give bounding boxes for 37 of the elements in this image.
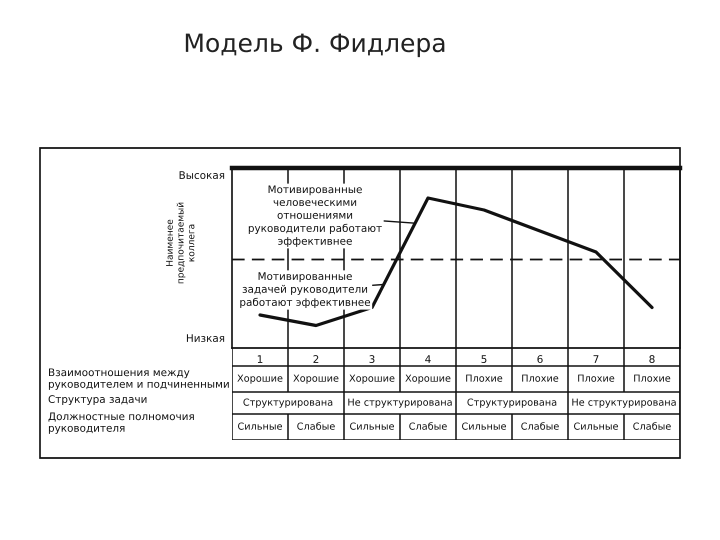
- text: Слабые: [409, 422, 447, 430]
- text: Не структурирована: [572, 398, 676, 408]
- chart-title: Модель Ф. Фидлера: [186, 34, 444, 58]
- text: Взаимоотношения между руководителем и подчиненными: [48, 368, 229, 390]
- text: Плохие: [522, 374, 558, 382]
- x-tick-label: 2: [313, 355, 318, 363]
- annotation: Мотивированные задачей руководители работают эффективнее: [240, 272, 370, 308]
- text: Низкая: [186, 334, 224, 342]
- text: Хорошие: [349, 374, 394, 384]
- x-tick-label: 8: [649, 355, 655, 364]
- text: Сильные: [238, 422, 282, 430]
- text: Не структурирована: [348, 398, 452, 408]
- text: Структура задачи: [48, 395, 146, 406]
- text: Слабые: [521, 422, 559, 430]
- text: Сильные: [462, 422, 506, 430]
- text: Сильные: [574, 422, 618, 430]
- x-tick-label: 1: [258, 355, 262, 363]
- text: Хорошие: [293, 374, 338, 384]
- text: Слабые: [633, 422, 671, 430]
- text: Плохие: [466, 374, 502, 382]
- x-tick-label: 6: [537, 355, 543, 364]
- text: Структурирована: [243, 398, 332, 408]
- text: Сильные: [350, 422, 394, 430]
- text: Плохие: [578, 374, 614, 382]
- annotation: Мотивированные человеческими отношениями руководители работают эффективнее: [248, 185, 382, 247]
- text: Слабые: [297, 422, 335, 430]
- text: Структурирована: [467, 398, 556, 408]
- text: Хорошие: [237, 374, 282, 384]
- x-tick-label: 3: [369, 355, 374, 364]
- y-axis-title: Наименее предпочитаемый коллега: [166, 202, 194, 284]
- x-tick-label: 7: [594, 355, 598, 363]
- x-tick-label: 5: [481, 355, 486, 364]
- text: Должностные полномочия руководителя: [48, 412, 194, 434]
- text: Высокая: [180, 171, 224, 180]
- text: Плохие: [634, 374, 670, 382]
- text: Хорошие: [405, 374, 450, 384]
- x-tick-label: 4: [425, 355, 431, 363]
